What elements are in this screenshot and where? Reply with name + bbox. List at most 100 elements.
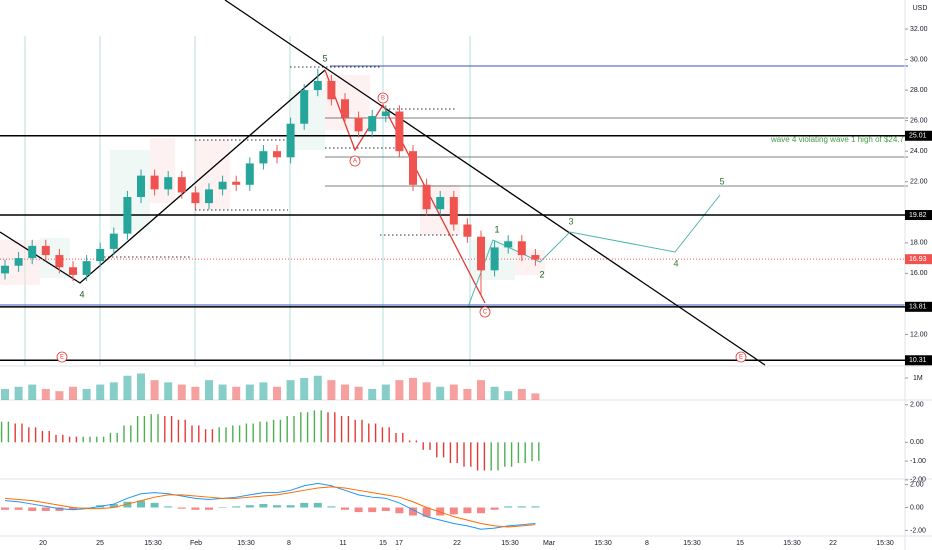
macd-histogram-bar xyxy=(313,502,322,508)
volume-bar xyxy=(1,388,9,400)
volume-bar xyxy=(354,386,363,400)
volume-bar xyxy=(517,388,526,400)
wave-circle xyxy=(479,306,491,318)
y-tick-label: 12.00 xyxy=(910,331,928,338)
volume-bar xyxy=(96,384,105,400)
volume-bar xyxy=(232,386,241,400)
volume-bar xyxy=(381,384,390,400)
x-tick-label: Feb xyxy=(190,540,202,547)
macd-tick-label: 0.00 xyxy=(910,504,924,511)
volume-bar xyxy=(69,386,77,400)
macd-histogram-bar xyxy=(300,502,309,508)
volume-bar xyxy=(286,380,295,400)
candle-body xyxy=(150,175,159,190)
volume-bar xyxy=(259,382,268,400)
oscillator-tick-label: -1.00 xyxy=(910,458,926,465)
macd-histogram-bar xyxy=(177,507,186,509)
oscillator-tick-label: 0.00 xyxy=(910,439,924,446)
volume-bar xyxy=(313,375,322,400)
macd-histogram-bar xyxy=(436,507,445,516)
y-tick-label: 24.00 xyxy=(910,148,928,155)
volume-bar xyxy=(490,386,499,400)
wave-label: 3 xyxy=(568,216,573,226)
price-badge-label: 13.81 xyxy=(909,304,927,311)
x-tick-label: 8 xyxy=(287,540,291,547)
wave-label: 2 xyxy=(539,269,544,279)
candle-body xyxy=(137,175,145,198)
candle-body xyxy=(55,255,64,268)
volume-bar xyxy=(137,373,145,400)
last-price-badge xyxy=(905,254,932,265)
volume-bar xyxy=(28,384,37,400)
wave-circle xyxy=(56,351,68,363)
macd-histogram-bar xyxy=(245,505,254,508)
x-tick-label: 15:30 xyxy=(594,540,612,547)
macd-histogram-bar xyxy=(69,507,77,510)
x-tick-label: 8 xyxy=(645,540,649,547)
volume-bar xyxy=(109,382,118,400)
candle-body xyxy=(477,236,485,271)
y-tick-label: 30.00 xyxy=(910,56,928,63)
volume-bar xyxy=(123,375,132,400)
x-tick-label: 11 xyxy=(339,540,346,547)
volume-bar xyxy=(41,388,50,400)
x-tick-label: 15:30 xyxy=(683,540,701,547)
candle-body xyxy=(232,181,241,185)
macd-histogram-bar xyxy=(259,504,268,508)
price-badge xyxy=(905,355,932,366)
x-tick-label: 15:30 xyxy=(876,540,894,547)
wave-label: E xyxy=(60,355,64,361)
wave-label: 4 xyxy=(79,289,84,299)
volume-bar xyxy=(14,386,23,400)
candle-body xyxy=(14,258,23,266)
wave-circle xyxy=(349,155,361,167)
volume-bar xyxy=(245,384,254,400)
x-tick-label: 22 xyxy=(829,540,837,547)
volume-bar xyxy=(82,388,91,400)
y-tick-label: 18.00 xyxy=(910,240,928,247)
x-tick-label: 22 xyxy=(453,540,461,547)
wave-label: B xyxy=(381,96,385,102)
x-tick-label: 15 xyxy=(379,540,387,547)
y-tick-label: 16.00 xyxy=(910,270,928,277)
volume-bar xyxy=(504,391,513,400)
x-tick-label: 15:30 xyxy=(501,540,519,547)
macd-histogram-bar xyxy=(1,507,9,510)
annotation: wave 4 violating wave 1 high of $24.7 xyxy=(770,135,905,144)
macd-histogram-bar xyxy=(123,501,132,508)
candle-body xyxy=(82,261,91,275)
price-badge xyxy=(905,130,932,141)
price-badge-label: 10.31 xyxy=(909,357,927,364)
macd-histogram-bar xyxy=(150,502,159,508)
candle-body xyxy=(109,233,118,249)
volume-bar xyxy=(273,386,281,400)
candle-body xyxy=(436,197,445,210)
candle-body xyxy=(28,245,37,259)
macd-histogram-bar xyxy=(232,506,241,508)
last-price-label: 16.93 xyxy=(909,256,927,263)
candle-body xyxy=(123,197,132,234)
candle-body xyxy=(41,245,50,256)
macd-histogram-bar xyxy=(395,507,404,514)
x-tick-label: 17 xyxy=(395,540,403,547)
macd-histogram-bar xyxy=(504,506,513,508)
y-tick-label: 28.00 xyxy=(910,87,928,94)
macd-histogram-bar xyxy=(381,507,390,511)
volume-bar xyxy=(164,382,173,400)
x-tick-label: 20 xyxy=(39,540,47,547)
volume-bar xyxy=(55,391,64,400)
wave-label: 1 xyxy=(494,224,499,234)
macd-line xyxy=(4,486,536,528)
volume-bar xyxy=(395,380,404,400)
volume-bar xyxy=(531,393,540,400)
x-tick-label: 15:30 xyxy=(237,540,255,547)
wave-label: 5 xyxy=(322,53,327,63)
macd-tick-label: 2.00 xyxy=(910,481,924,488)
macd-histogram-bar xyxy=(517,506,526,508)
x-tick-label: Mar xyxy=(543,540,556,547)
macd-histogram-bar xyxy=(531,506,540,508)
macd-histogram-bar xyxy=(28,507,37,511)
volume-bar xyxy=(327,380,336,400)
wave-circle xyxy=(735,351,747,363)
